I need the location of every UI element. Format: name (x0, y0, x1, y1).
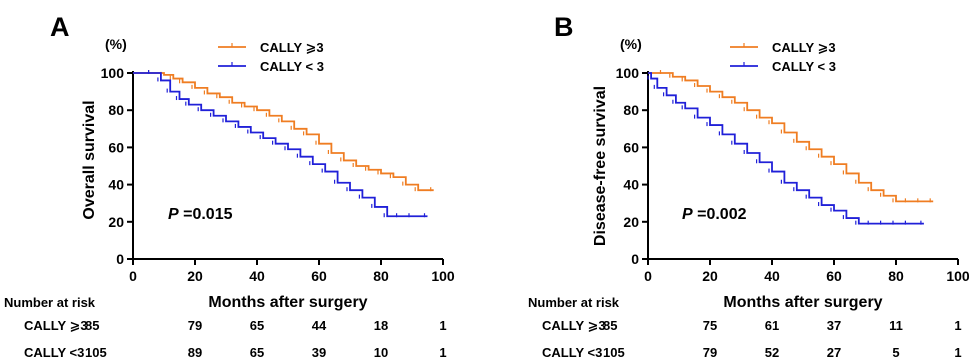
risk-count: 75 (703, 318, 717, 333)
risk-count: 105 (85, 345, 107, 360)
survival-curve-high (648, 72, 934, 203)
y-tick-label: 20 (108, 214, 124, 230)
risk-row-label: CALLY <3 (542, 345, 602, 360)
x-tick-label: 20 (187, 268, 203, 284)
risk-table-header: Number at risk (528, 295, 620, 310)
y-tick-label: 60 (623, 139, 639, 155)
x-tick-label: 0 (129, 268, 137, 284)
survival-curve-low (648, 72, 924, 225)
risk-count: 10 (374, 345, 388, 360)
risk-row-label: CALLY <3 (24, 345, 84, 360)
x-tick-label: 80 (373, 268, 389, 284)
x-axis-title: Months after surgery (723, 294, 882, 311)
panel-letter: A (50, 12, 70, 42)
y-tick-label: 0 (631, 251, 639, 267)
y-axis-title: Disease-free survival (592, 86, 609, 246)
risk-count: 52 (765, 345, 779, 360)
risk-count: 79 (188, 318, 202, 333)
panel-b: B 0 20 40 60 80 100 0 20 40 60 80 100 (%) Disease-free… (528, 12, 969, 360)
panel-letter: B (554, 12, 574, 42)
x-tick-label: 40 (249, 268, 265, 284)
y-unit-label: (%) (620, 36, 642, 52)
risk-count: 85 (603, 318, 617, 333)
risk-count: 18 (374, 318, 388, 333)
risk-table-header: Number at risk (4, 295, 96, 310)
risk-count: 105 (603, 345, 625, 360)
risk-count: 1 (954, 345, 961, 360)
risk-count: 65 (250, 345, 264, 360)
risk-count: 44 (312, 318, 327, 333)
p-value-annotation: P =0.015 (168, 206, 233, 223)
y-tick-label: 40 (108, 177, 124, 193)
y-tick-label: 80 (108, 102, 124, 118)
survival-curve-low (133, 72, 428, 218)
risk-count: 5 (892, 345, 899, 360)
risk-count: 11 (889, 318, 903, 333)
risk-count: 27 (827, 345, 841, 360)
y-tick-label: 20 (623, 214, 639, 230)
y-axis-title: Overall survival (81, 100, 98, 219)
y-tick-label: 60 (108, 139, 124, 155)
x-tick-label: 100 (431, 268, 455, 284)
x-axis-title: Months after surgery (208, 294, 367, 311)
y-tick-label: 40 (623, 177, 639, 193)
risk-count: 1 (954, 318, 961, 333)
risk-row-label: CALLY ⩾3 (542, 318, 606, 333)
risk-count: 1 (439, 318, 446, 333)
x-tick-label: 0 (644, 268, 652, 284)
x-tick-label: 20 (702, 268, 718, 284)
risk-row-label: CALLY ⩾3 (24, 318, 88, 333)
p-value-annotation: P =0.002 (682, 206, 747, 223)
risk-count: 39 (312, 345, 326, 360)
x-tick-label: 40 (764, 268, 780, 284)
y-tick-label: 100 (616, 65, 640, 81)
risk-count: 89 (188, 345, 202, 360)
survival-curve-high (133, 72, 434, 192)
panel-a: A 0 20 40 60 80 100 0 20 40 60 80 100 (%) Overall surv… (4, 12, 455, 360)
risk-count: 85 (85, 318, 99, 333)
risk-count: 37 (827, 318, 841, 333)
y-tick-label: 0 (116, 251, 124, 267)
legend-label: CALLY < 3 (772, 59, 836, 74)
x-tick-label: 60 (311, 268, 327, 284)
risk-count: 61 (765, 318, 779, 333)
risk-count: 65 (250, 318, 264, 333)
legend-label: CALLY < 3 (260, 59, 324, 74)
y-unit-label: (%) (105, 36, 127, 52)
y-tick-label: 80 (623, 102, 639, 118)
x-tick-label: 80 (888, 268, 904, 284)
risk-count: 1 (439, 345, 446, 360)
legend-label: CALLY ⩾3 (260, 40, 324, 55)
legend-label: CALLY ⩾3 (772, 40, 836, 55)
x-tick-label: 100 (946, 268, 969, 284)
y-tick-label: 100 (101, 65, 125, 81)
x-tick-label: 60 (826, 268, 842, 284)
risk-count: 79 (703, 345, 717, 360)
